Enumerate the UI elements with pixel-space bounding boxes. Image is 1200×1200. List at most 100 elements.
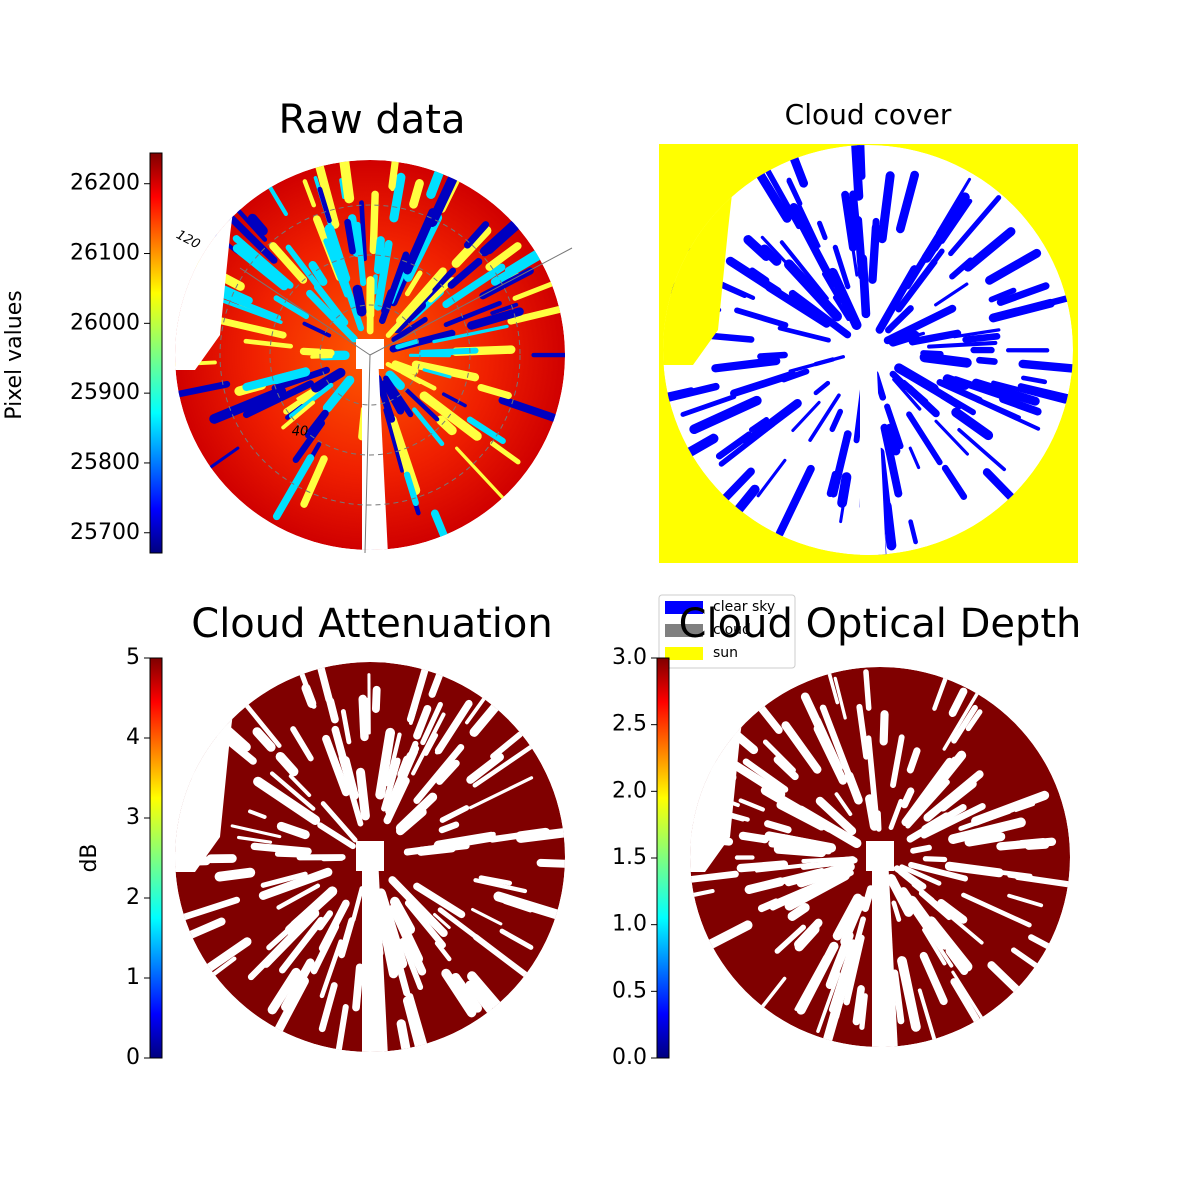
streak bbox=[813, 357, 835, 367]
streak bbox=[779, 834, 820, 849]
streak bbox=[395, 339, 419, 350]
streak bbox=[781, 721, 822, 774]
streak bbox=[308, 261, 328, 286]
streak bbox=[922, 927, 947, 966]
streak bbox=[734, 307, 789, 328]
streak bbox=[948, 195, 1002, 257]
streak bbox=[759, 244, 782, 266]
streak bbox=[934, 282, 969, 307]
colorbar-tick-label: 26200 bbox=[70, 171, 140, 196]
polar-ring bbox=[269, 254, 471, 456]
streak bbox=[489, 440, 521, 465]
streak bbox=[875, 810, 882, 832]
streak bbox=[490, 250, 545, 286]
streak bbox=[858, 254, 871, 319]
streak bbox=[871, 217, 880, 242]
streak bbox=[419, 391, 482, 441]
streak bbox=[817, 220, 828, 241]
streak bbox=[840, 896, 866, 946]
streak bbox=[796, 218, 837, 288]
streak bbox=[826, 669, 840, 705]
streak bbox=[248, 809, 267, 819]
streak bbox=[680, 394, 737, 417]
streak bbox=[379, 913, 394, 956]
streak bbox=[304, 409, 329, 439]
streak bbox=[412, 407, 445, 447]
streak bbox=[209, 386, 287, 424]
streak bbox=[715, 431, 753, 460]
streak bbox=[432, 324, 509, 344]
streak bbox=[311, 367, 346, 393]
streak bbox=[250, 842, 312, 855]
streak bbox=[466, 416, 506, 445]
streak bbox=[950, 978, 984, 1029]
streak bbox=[757, 976, 787, 1013]
streak bbox=[372, 274, 378, 295]
streak bbox=[383, 408, 404, 473]
streak bbox=[318, 899, 350, 953]
streak bbox=[272, 454, 315, 521]
streak bbox=[738, 798, 765, 812]
streak bbox=[991, 380, 1067, 404]
streak bbox=[413, 882, 466, 919]
streak bbox=[905, 384, 940, 418]
streak bbox=[828, 939, 856, 1013]
streak bbox=[794, 924, 820, 952]
streak bbox=[341, 756, 359, 801]
streak bbox=[958, 809, 1012, 831]
streak bbox=[466, 753, 504, 784]
streak bbox=[908, 329, 962, 346]
streak bbox=[335, 160, 350, 198]
streak bbox=[232, 235, 294, 289]
streak bbox=[306, 289, 358, 343]
colorbar-tick-label: 3.0 bbox=[612, 645, 647, 670]
streak bbox=[1017, 383, 1073, 405]
streak bbox=[861, 885, 875, 912]
streak bbox=[908, 446, 921, 470]
polar-ring bbox=[219, 204, 521, 506]
streak bbox=[296, 389, 313, 401]
streak bbox=[411, 712, 446, 776]
streak bbox=[402, 996, 431, 1052]
streak bbox=[919, 951, 948, 1006]
streak bbox=[776, 801, 826, 831]
streak bbox=[988, 287, 1017, 303]
streak bbox=[339, 178, 346, 199]
streak bbox=[757, 898, 780, 913]
polar-label: 40 bbox=[292, 425, 309, 440]
streak bbox=[951, 704, 978, 744]
streak bbox=[951, 970, 989, 1028]
streak bbox=[877, 171, 895, 244]
streak bbox=[374, 374, 396, 423]
streak bbox=[214, 867, 256, 882]
streak bbox=[232, 244, 289, 291]
streak bbox=[433, 912, 451, 930]
streak bbox=[837, 472, 852, 508]
streak bbox=[963, 227, 1016, 272]
streak bbox=[934, 419, 969, 456]
streak bbox=[276, 883, 321, 910]
streak bbox=[922, 856, 948, 863]
streak bbox=[389, 172, 406, 223]
streak bbox=[890, 734, 905, 789]
colorbar-tick-label: 0.5 bbox=[612, 978, 647, 1003]
panel-title: Cloud cover bbox=[785, 98, 952, 131]
streak bbox=[886, 874, 914, 917]
streak bbox=[843, 934, 865, 1006]
streak bbox=[422, 368, 452, 379]
colorbar-tick-label: 5 bbox=[126, 645, 140, 670]
streak bbox=[885, 305, 914, 334]
streak bbox=[536, 858, 565, 870]
streak bbox=[385, 732, 402, 787]
streak bbox=[689, 395, 762, 435]
streak bbox=[478, 875, 513, 886]
streak bbox=[1021, 375, 1048, 385]
streak bbox=[736, 860, 789, 873]
streak bbox=[490, 731, 523, 760]
streak bbox=[384, 758, 401, 800]
streak bbox=[310, 354, 333, 359]
streak bbox=[271, 366, 330, 392]
streak bbox=[479, 267, 534, 300]
streak bbox=[391, 360, 419, 375]
